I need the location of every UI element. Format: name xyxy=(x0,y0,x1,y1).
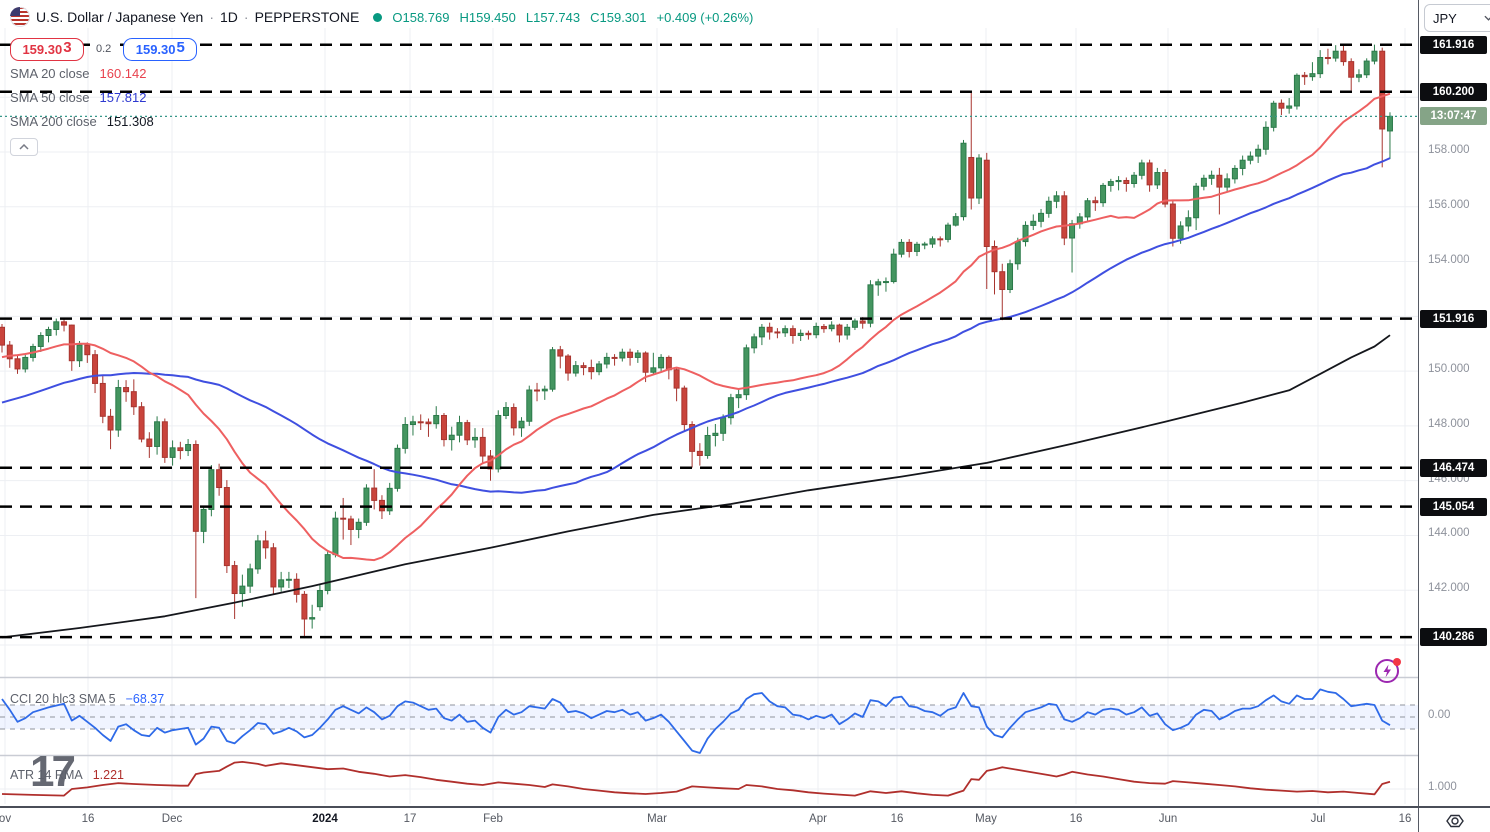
high-value: H159.450 xyxy=(459,9,516,25)
circle-icon xyxy=(1375,659,1399,683)
legend: U.S. Dollar / Japanese Yen · 1D · PEPPER… xyxy=(10,6,753,156)
atr-value: 1.221 xyxy=(92,768,124,782)
timeframe-label[interactable]: 1D xyxy=(220,9,238,25)
time-tick-label: 2024 xyxy=(312,813,338,825)
chevron-down-icon xyxy=(1484,15,1490,21)
price-tick-label: 150.000 xyxy=(1428,363,1470,376)
us-flag-icon xyxy=(10,7,30,27)
bar-countdown-label: 13:07:47 xyxy=(1420,107,1487,126)
time-tick-label: Jul xyxy=(1310,813,1326,825)
level-price-label: 145.054 xyxy=(1420,497,1487,516)
cci-tick-label: 0.00 xyxy=(1428,709,1451,721)
time-tick-label: 16 xyxy=(890,813,904,825)
alerts-lightning-button[interactable] xyxy=(1372,654,1404,686)
time-tick-label: May xyxy=(975,813,997,825)
price-tick-label: 142.000 xyxy=(1428,582,1470,595)
price-tick-label: 148.000 xyxy=(1428,417,1470,430)
collapse-legend-button[interactable] xyxy=(10,138,38,156)
time-tick-label: 16 xyxy=(1069,813,1083,825)
time-tick-label: Jun xyxy=(1158,813,1178,825)
symbol-title[interactable]: U.S. Dollar / Japanese Yen xyxy=(36,9,204,25)
cci-value: −68.37 xyxy=(125,692,165,706)
time-tick-label: Mar xyxy=(647,813,667,825)
indicator-row-sma20[interactable]: SMA 20 close 160.142 xyxy=(10,65,147,81)
level-price-label: 160.200 xyxy=(1420,82,1487,101)
price-tick-label: 144.000 xyxy=(1428,527,1470,540)
time-axis[interactable]: ov 16 Dec 2024 17 Feb Mar Apr 16 May 16 Jun Jul 16 xyxy=(0,806,1418,832)
time-tick-label: 17 xyxy=(403,813,417,825)
sma200-value: 151.308 xyxy=(106,113,154,129)
level-price-label: 140.286 xyxy=(1420,628,1487,647)
sma50-value: 157.812 xyxy=(99,89,147,105)
lightning-icon xyxy=(1383,664,1391,678)
time-tick-label: Apr xyxy=(809,813,827,825)
chevron-up-icon xyxy=(19,144,29,150)
level-price-label: 146.474 xyxy=(1420,458,1487,477)
buy-price-button[interactable]: 159.30 5 xyxy=(123,37,198,61)
close-value: C159.301 xyxy=(590,9,647,25)
indicator-row-cci[interactable]: CCI 20 hlc3 SMA 5 −68.37 xyxy=(10,692,165,706)
time-tick-label: ov xyxy=(0,813,12,825)
eye-icon xyxy=(1446,814,1464,828)
time-tick-label: Feb xyxy=(483,813,503,825)
tradingview-watermark: 17 xyxy=(30,747,76,796)
market-status-dot-icon xyxy=(373,12,383,22)
axis-settings-corner[interactable] xyxy=(1418,806,1490,832)
indicator-row-atr[interactable]: ATR 14 RMA 1.221 xyxy=(10,768,124,782)
price-scale[interactable]: JPY 160.000158.000156.000154.000150.0001… xyxy=(1418,0,1490,806)
sell-price-button[interactable]: 159.30 3 xyxy=(10,37,84,61)
open-value: O158.769 xyxy=(392,9,450,25)
indicator-row-sma50[interactable]: SMA 50 close 157.812 xyxy=(10,89,147,105)
level-price-label: 151.916 xyxy=(1420,309,1487,328)
currency-selector[interactable]: JPY xyxy=(1424,4,1490,32)
low-value: L157.743 xyxy=(525,9,581,25)
time-tick-label: Dec xyxy=(161,813,183,825)
time-tick-label: 16 xyxy=(81,813,95,825)
price-tick-label: 156.000 xyxy=(1428,198,1470,211)
spread-label: 0.2 xyxy=(90,43,118,55)
separator: · xyxy=(209,9,215,25)
change-value: +0.409 (+0.26%) xyxy=(656,9,754,25)
exchange-label: PEPPERSTONE xyxy=(254,9,360,25)
main-chart[interactable] xyxy=(0,0,1418,806)
price-tick-label: 158.000 xyxy=(1428,144,1470,156)
separator: · xyxy=(243,9,249,25)
level-price-label: 161.916 xyxy=(1420,35,1487,54)
atr-tick-label: 1.000 xyxy=(1428,781,1457,793)
sma20-value: 160.142 xyxy=(99,65,147,81)
price-tick-label: 154.000 xyxy=(1428,253,1470,266)
time-tick-label: 16 xyxy=(1398,813,1412,825)
notification-dot-icon xyxy=(1393,658,1401,666)
indicator-row-sma200[interactable]: SMA 200 close 151.308 xyxy=(10,113,154,129)
